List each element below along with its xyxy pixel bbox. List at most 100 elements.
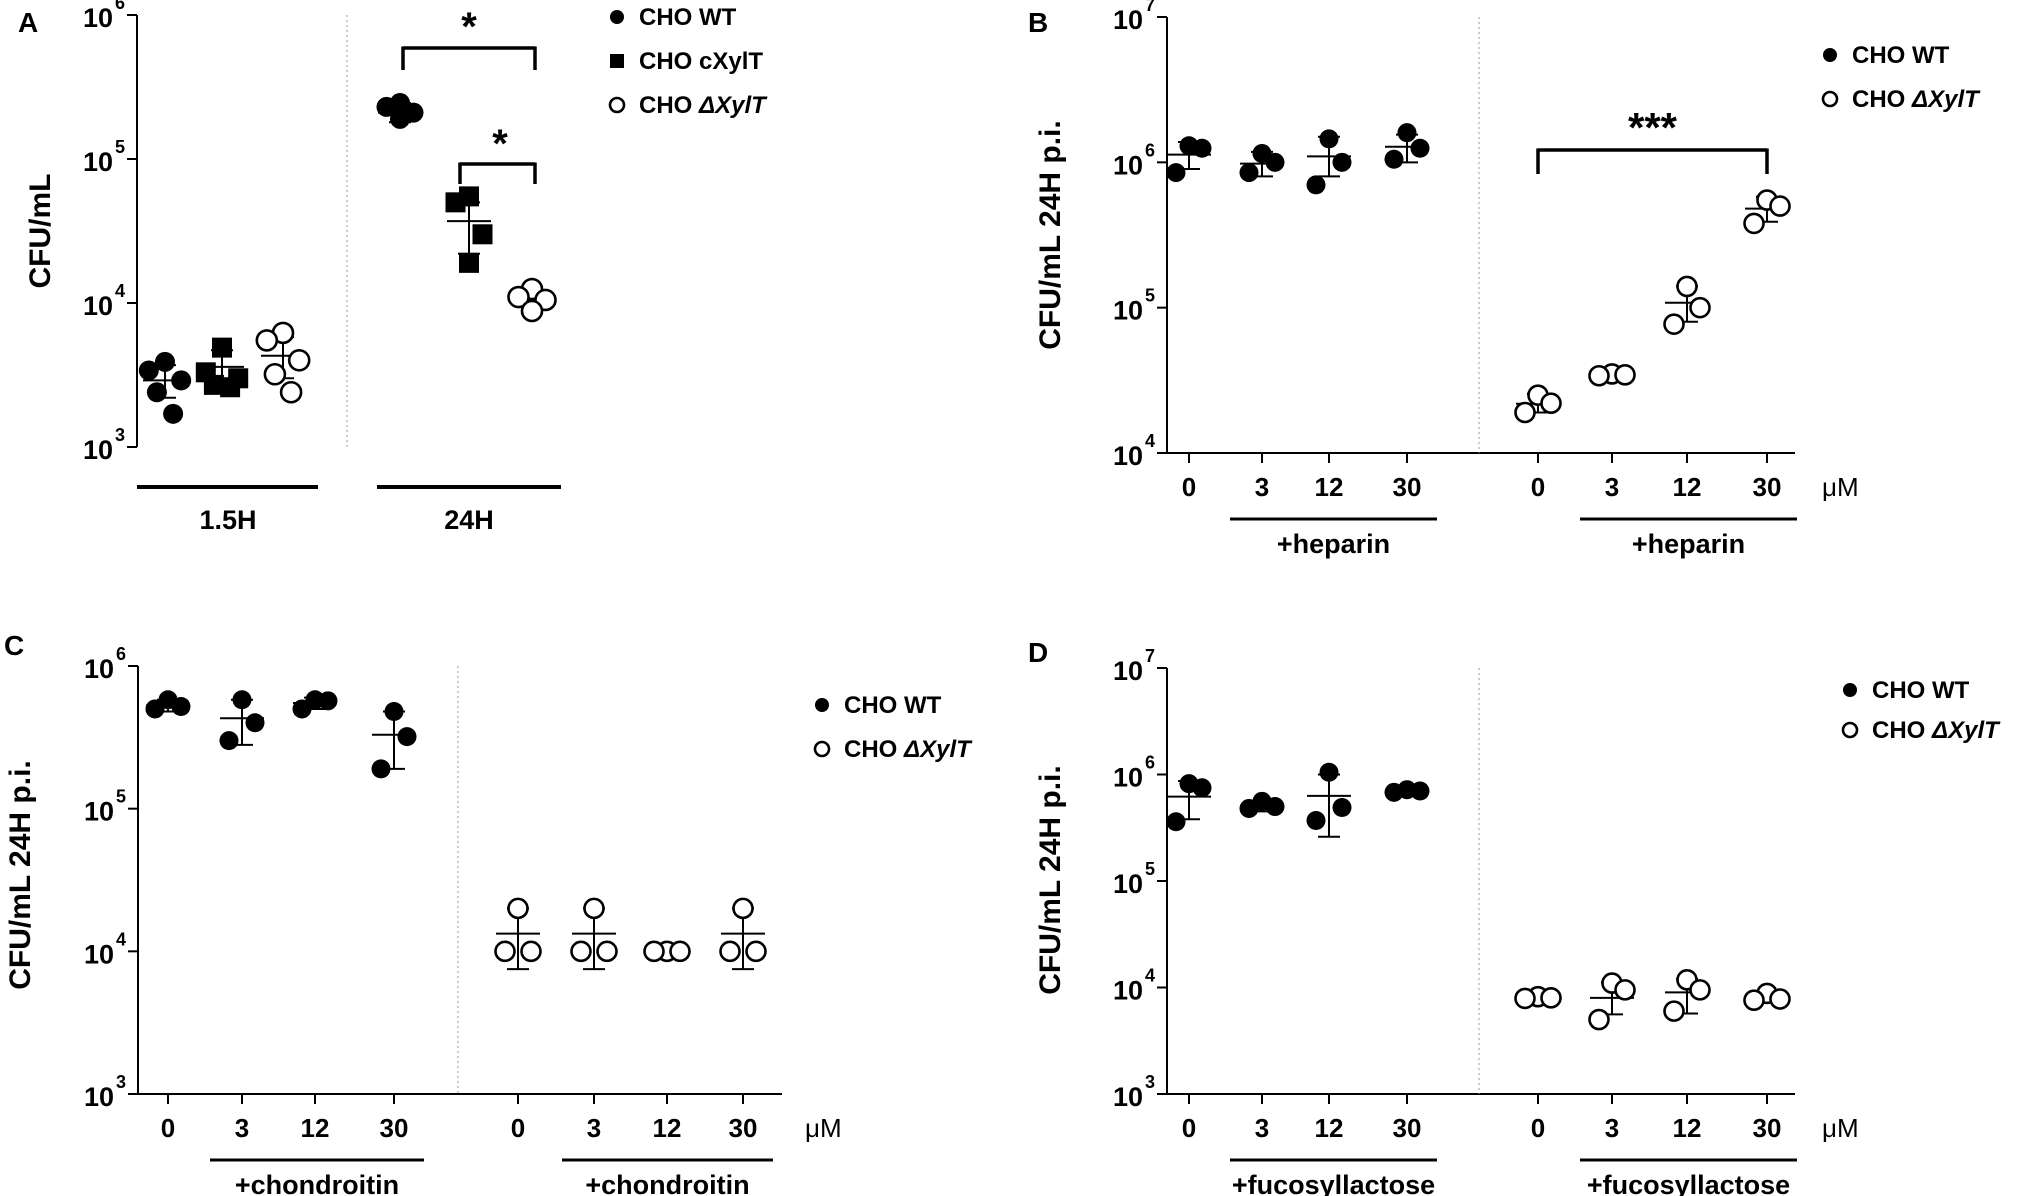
legend-marker	[813, 740, 831, 758]
legend-label: CHO WT	[1872, 677, 1970, 704]
panel-letter-c: C	[4, 630, 24, 661]
x-tick-label: 3	[235, 1113, 249, 1143]
legend-label-text: CHO	[1872, 717, 1932, 744]
panel-letter-d: D	[1028, 637, 1048, 668]
x-tick-label: 0	[511, 1113, 525, 1143]
y-tick-exponent: 7	[1145, 646, 1155, 666]
data-point	[1540, 392, 1562, 415]
legend-marker	[1823, 48, 1837, 62]
data-point	[263, 362, 287, 386]
data-point	[1689, 296, 1711, 319]
data-point	[1410, 781, 1430, 801]
y-tick-exponent: 5	[116, 787, 126, 807]
legend-label: CHO WT	[639, 4, 737, 31]
data-point	[1769, 195, 1791, 217]
y-tick-label: 10	[1113, 5, 1143, 35]
x-tick-label: 0	[1531, 1113, 1545, 1143]
legend-label: CHO WT	[1852, 42, 1950, 69]
y-axis-title: CFU/mL 24H p.i.	[1034, 120, 1067, 349]
y-tick-exponent: 4	[1145, 431, 1155, 451]
y-tick-label: 10	[84, 797, 114, 827]
data-point	[507, 285, 530, 309]
data-point	[472, 224, 493, 245]
legend-marker	[815, 698, 829, 712]
legend-label: CHO ΔXylT	[844, 736, 973, 763]
data-point	[292, 699, 312, 719]
data-point	[279, 380, 303, 404]
data-point	[1265, 152, 1285, 172]
y-tick-exponent: 6	[1145, 753, 1155, 773]
group-label: 24H	[444, 505, 494, 535]
treatment-label: +heparin	[1277, 529, 1390, 559]
data-point	[745, 940, 767, 963]
x-tick-label: 30	[1753, 1113, 1782, 1143]
x-tick-label: 12	[653, 1113, 682, 1143]
data-point	[1239, 798, 1259, 818]
treatment-label: +heparin	[1632, 529, 1745, 559]
data-point	[1192, 138, 1212, 158]
legend-label-text: CHO WT	[1872, 677, 1970, 704]
x-unit-label: μM	[805, 1113, 842, 1143]
data-point	[1384, 149, 1404, 169]
y-tick-exponent: 3	[116, 1072, 126, 1092]
data-point	[287, 349, 311, 372]
data-point	[1588, 1008, 1610, 1031]
y-tick-label: 10	[1113, 296, 1143, 326]
y-tick-label: 10	[1113, 656, 1143, 686]
data-point	[146, 382, 167, 403]
y-tick-exponent: 5	[1145, 859, 1155, 879]
y-tick-exponent: 5	[115, 137, 125, 157]
data-point	[1614, 364, 1636, 386]
y-tick-exponent: 5	[1145, 286, 1155, 306]
data-point	[1306, 810, 1326, 830]
legend-label-text: CHO WT	[639, 4, 737, 31]
x-unit-label: μM	[1822, 1113, 1859, 1143]
data-point	[1306, 175, 1326, 195]
data-point	[1540, 987, 1562, 1009]
data-point	[155, 351, 175, 372]
data-point	[1397, 123, 1417, 143]
x-tick-label: 3	[1255, 472, 1269, 502]
y-tick-label: 10	[84, 1082, 114, 1112]
panel-letter-a: A	[18, 7, 38, 38]
data-point	[1319, 129, 1339, 149]
x-tick-label: 30	[729, 1113, 758, 1143]
legend-label: CHO cXylT	[639, 48, 763, 75]
data-point	[719, 940, 741, 963]
legend-label: CHO ΔXylT	[1872, 717, 2001, 744]
data-point	[459, 252, 479, 273]
data-point	[1676, 275, 1698, 298]
legend-label: CHO WT	[844, 692, 942, 719]
data-point	[596, 940, 618, 963]
legend-marker	[1821, 90, 1839, 108]
data-point	[376, 96, 397, 117]
data-point	[397, 727, 417, 747]
data-point	[583, 897, 605, 920]
y-tick-label: 10	[83, 435, 113, 465]
y-tick-label: 10	[1113, 869, 1143, 899]
x-unit-label: μM	[1822, 472, 1859, 502]
data-point	[1166, 812, 1186, 832]
group-label: 1.5H	[199, 505, 256, 535]
x-tick-label: 30	[1393, 472, 1422, 502]
y-tick-label: 10	[83, 3, 113, 33]
y-tick-label: 10	[83, 291, 113, 321]
y-axis-title: CFU/mL	[24, 174, 57, 289]
data-point	[1663, 313, 1685, 335]
x-tick-label: 0	[1531, 472, 1545, 502]
data-point	[1769, 988, 1791, 1010]
legend-label: CHO ΔXylT	[639, 92, 768, 119]
x-tick-label: 12	[1673, 472, 1702, 502]
data-point	[570, 940, 592, 963]
data-point	[245, 713, 265, 733]
data-point	[1614, 979, 1636, 1001]
significance-marker: *	[461, 5, 477, 49]
data-point	[203, 374, 224, 395]
treatment-label: +fucosyllactose	[1587, 1170, 1790, 1196]
x-tick-label: 30	[1393, 1113, 1422, 1143]
legend-label-italic: ΔXylT	[698, 92, 768, 119]
data-point	[1689, 979, 1711, 1001]
data-point	[1332, 152, 1352, 172]
data-point	[1514, 401, 1536, 424]
